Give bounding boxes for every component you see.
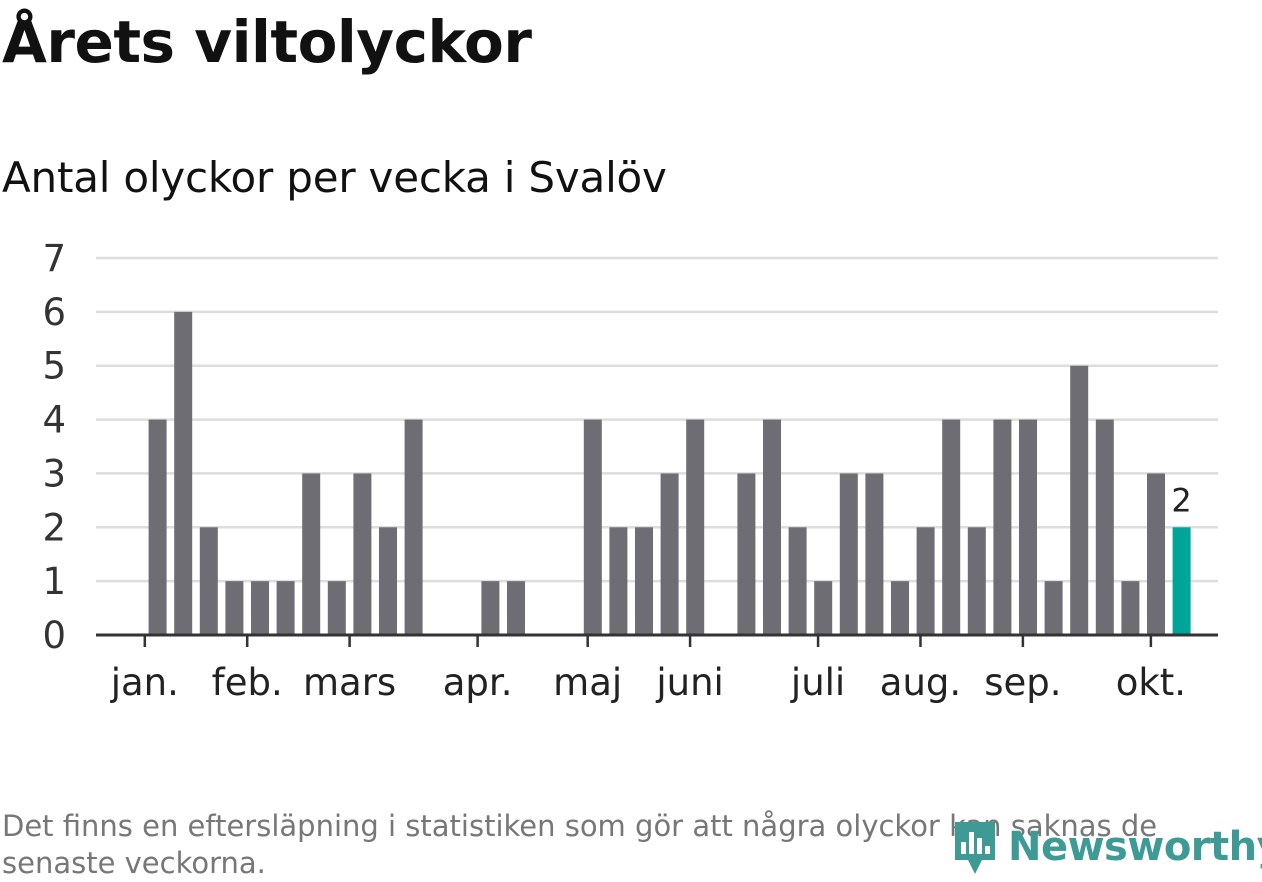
chart-subtitle: Antal olyckor per vecka i Svalöv xyxy=(2,153,667,202)
bar xyxy=(276,581,295,635)
bar xyxy=(1019,419,1037,635)
bar-current-week xyxy=(1172,527,1191,635)
x-tick-label: mars xyxy=(303,661,396,704)
x-axis: jan. feb. mars apr. maj juni juli aug. sep. okt. xyxy=(96,633,1218,704)
bar xyxy=(1095,419,1114,635)
y-axis-ticks: 0 1 2 3 4 5 6 7 xyxy=(42,237,66,657)
x-tick-label: feb. xyxy=(212,661,283,704)
y-tick-label: 1 xyxy=(42,560,66,603)
bar xyxy=(302,473,321,635)
x-tick-label: jan. xyxy=(110,661,179,704)
bar xyxy=(507,581,525,635)
bar xyxy=(583,419,602,635)
bar xyxy=(660,473,679,635)
bar xyxy=(225,581,244,635)
x-tick-label: aug. xyxy=(880,661,961,704)
bar xyxy=(865,473,884,635)
chart-title: Årets viltolyckor xyxy=(2,8,532,76)
bar xyxy=(379,527,397,635)
y-tick-label: 3 xyxy=(42,452,66,495)
x-tick-label: juli xyxy=(790,661,845,704)
bar xyxy=(251,581,269,635)
newsworthy-logo-text: Newsworthy xyxy=(1008,824,1262,870)
bar xyxy=(353,473,372,635)
bar xyxy=(148,419,167,635)
bar xyxy=(788,527,807,635)
bar xyxy=(404,419,423,635)
data-labels: 2 xyxy=(1171,481,1191,519)
bar xyxy=(763,419,781,635)
x-tick-label: sep. xyxy=(984,661,1061,704)
bar xyxy=(635,527,653,635)
bar xyxy=(993,419,1012,635)
y-tick-label: 7 xyxy=(42,237,66,280)
y-tick-label: 0 xyxy=(42,614,66,657)
bar xyxy=(839,473,858,635)
y-tick-label: 6 xyxy=(42,291,66,334)
bar xyxy=(1121,581,1140,635)
bar xyxy=(609,527,628,635)
bar xyxy=(814,581,833,635)
bar xyxy=(686,419,705,635)
y-tick-label: 5 xyxy=(42,345,66,388)
bar xyxy=(199,527,218,635)
newsworthy-logo[interactable]: Newsworthy xyxy=(950,818,1262,876)
bar xyxy=(891,581,909,635)
y-tick-label: 4 xyxy=(42,399,66,442)
x-tick-label: maj xyxy=(553,661,622,704)
x-tick-label: juni xyxy=(655,661,723,704)
x-tick-label: okt. xyxy=(1116,661,1186,704)
bar xyxy=(967,527,986,635)
bar xyxy=(481,581,500,635)
bar xyxy=(737,473,756,635)
bar xyxy=(1044,581,1063,635)
bar-chart: 0 1 2 3 4 5 6 7 jan. feb. mars apr. maj juni juli aug.… xyxy=(42,237,1218,704)
y-tick-label: 2 xyxy=(42,506,66,549)
bar xyxy=(174,311,193,635)
bar xyxy=(942,419,961,635)
data-label: 2 xyxy=(1171,481,1191,519)
bar xyxy=(1070,365,1089,635)
bar xyxy=(1147,473,1165,635)
newsworthy-logo-icon xyxy=(955,822,995,874)
bar xyxy=(327,581,346,635)
x-tick-label: apr. xyxy=(443,661,513,704)
bars xyxy=(148,311,1191,635)
bar xyxy=(916,527,935,635)
grid-lines xyxy=(96,256,1218,583)
